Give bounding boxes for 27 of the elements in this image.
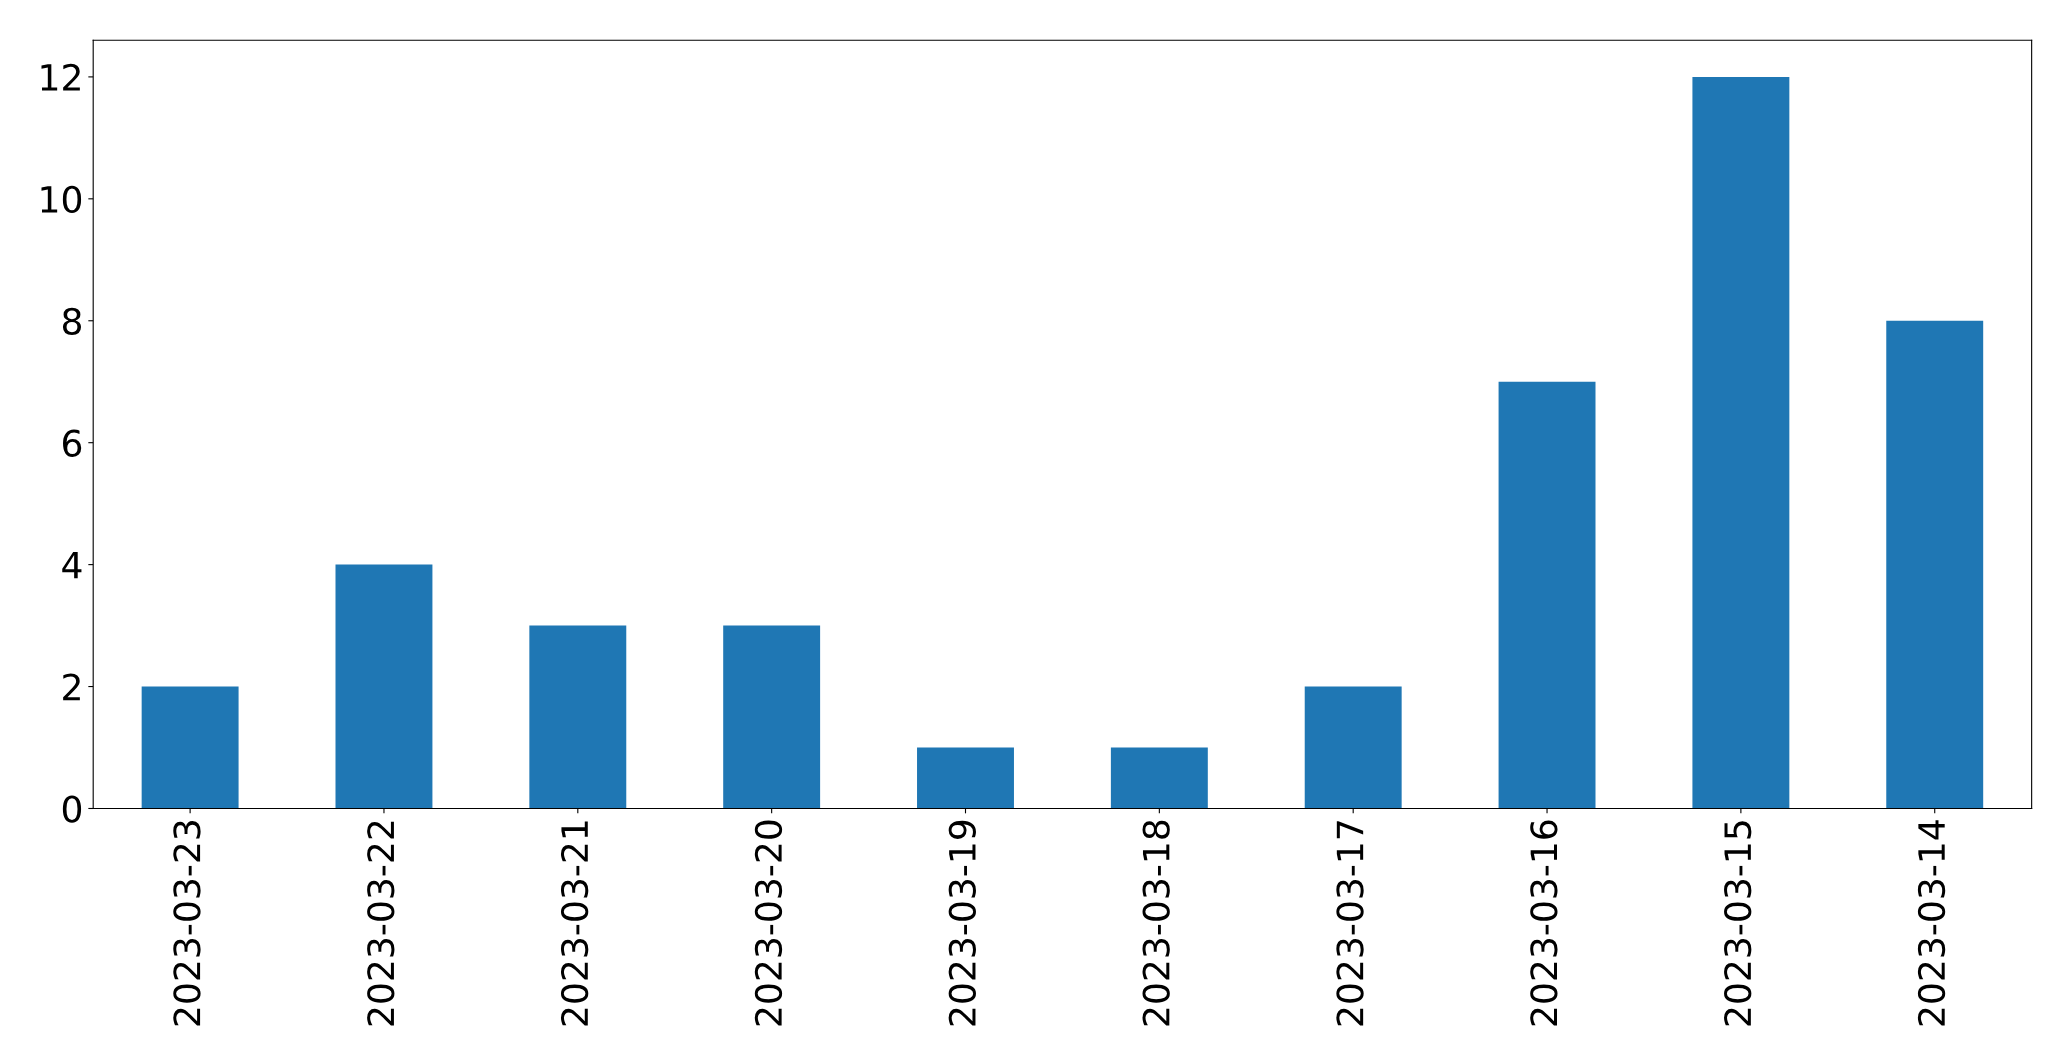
bar: [1692, 76, 1790, 809]
y-tick-label: 10: [41, 185, 82, 214]
y-tick-label: 6: [63, 429, 82, 457]
x-tick-label: 2023-03-15: [1724, 821, 1752, 1026]
y-tick-label: 0: [62, 795, 82, 823]
y-tick-label: 4: [62, 552, 82, 579]
y-tick-label: 12: [41, 63, 80, 91]
x-tick-label: 2023-03-18: [1142, 820, 1170, 1026]
x-tick-label: 2023-03-22: [367, 821, 395, 1026]
x-tick-label: 2023-03-23: [173, 821, 201, 1026]
x-tick-label: 2023-03-19: [948, 820, 976, 1026]
bar: [335, 564, 433, 809]
bar: [723, 625, 821, 809]
x-tick-label: 2023-03-14: [1917, 820, 1946, 1026]
x-tick-label: 2023-03-21: [560, 821, 589, 1026]
bar: [1886, 320, 1984, 809]
y-tick-label: 8: [62, 307, 81, 335]
x-tick-label: 2023-03-17: [1336, 821, 1364, 1026]
bar: [141, 686, 239, 809]
bar: [529, 625, 627, 809]
x-tick-label: 2023-03-16: [1530, 820, 1558, 1026]
y-tick-label: 2: [63, 673, 80, 701]
bar: [1304, 686, 1402, 809]
bar: [917, 747, 1014, 809]
x-tick-label: 2023-03-20: [754, 820, 783, 1026]
bar: [1110, 747, 1208, 809]
bar: [1498, 381, 1596, 809]
